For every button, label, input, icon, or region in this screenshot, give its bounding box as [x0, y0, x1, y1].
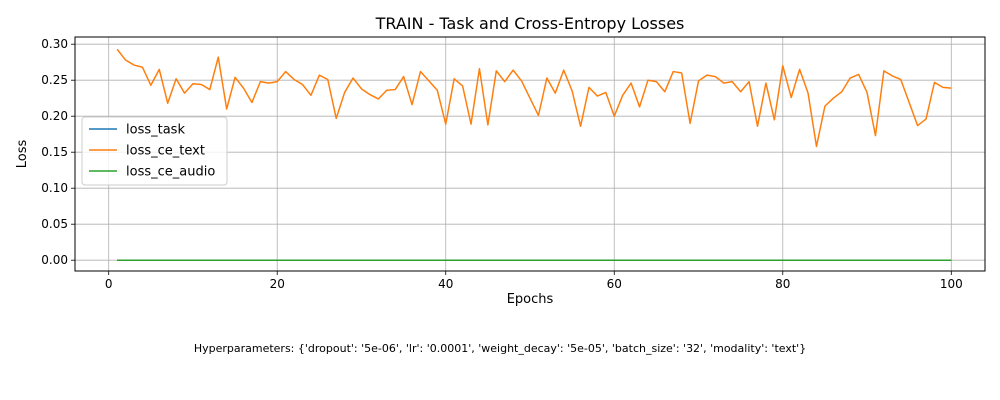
hyperparameters-caption: Hyperparameters: {'dropout': '5e-06', 'l…: [193, 342, 807, 355]
series-line-loss-ce-text: [116, 48, 952, 148]
legend-box: [81, 116, 228, 186]
x-axis-ticks: 0 20 40 60 80 100: [105, 271, 963, 291]
x-tick-label: 60: [607, 277, 622, 291]
y-axis-label: Loss: [15, 140, 30, 169]
y-tick-label: 0.10: [41, 181, 68, 195]
y-tick-label: 0.25: [41, 73, 68, 87]
x-tick-label: 0: [105, 277, 113, 291]
chart-title: TRAIN - Task and Cross-Entropy Losses: [375, 14, 685, 33]
legend-label: loss_ce_audio: [126, 165, 215, 180]
legend: loss_task loss_ce_text loss_ce_audio: [81, 116, 228, 186]
y-tick-label: 0.05: [41, 217, 68, 231]
y-tick-label: 0.15: [41, 145, 68, 159]
legend-label: loss_ce_text: [126, 144, 205, 159]
plot-frame: [74, 36, 986, 272]
legend-label: loss_task: [126, 123, 185, 138]
x-axis-label: Epochs: [507, 292, 554, 307]
x-tick-label: 100: [940, 277, 963, 291]
y-tick-label: 0.20: [41, 109, 68, 123]
y-tick-label: 0.30: [41, 37, 68, 51]
y-axis-ticks: 0.00 0.05 0.10 0.15 0.20 0.25 0.30: [41, 37, 75, 267]
x-tick-label: 40: [438, 277, 453, 291]
y-tick-label: 0.00: [41, 253, 68, 267]
x-tick-label: 20: [270, 277, 285, 291]
series-layer: [116, 48, 952, 261]
x-tick-label: 80: [775, 277, 790, 291]
